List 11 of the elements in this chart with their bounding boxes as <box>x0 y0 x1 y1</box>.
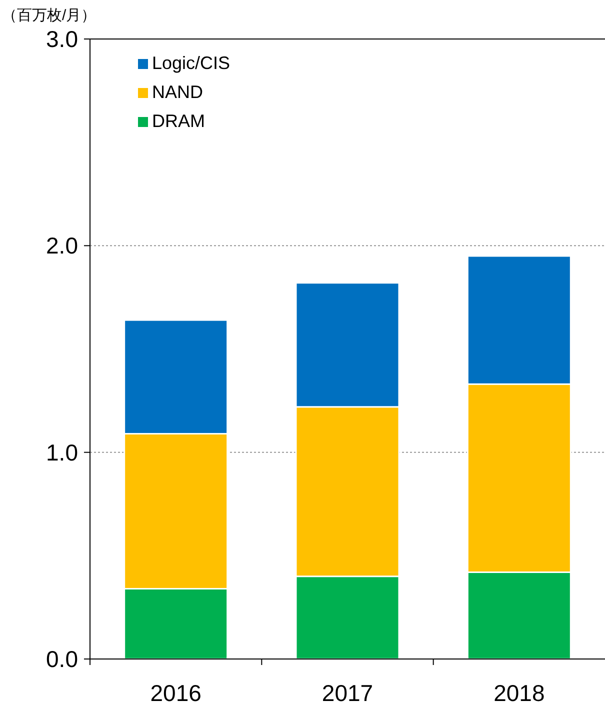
y-axis-title: （百万枚/月） <box>2 7 96 24</box>
x-tick-label: 2017 <box>322 680 374 706</box>
y-tick-label: 2.0 <box>46 232 78 259</box>
y-tick-label: 0.0 <box>46 646 78 672</box>
x-tick-label: 2016 <box>150 680 202 706</box>
y-tick-label: 3.0 <box>46 26 78 52</box>
legend-label: NAND <box>152 82 204 102</box>
legend-label: DRAM <box>152 111 205 131</box>
x-tick-label: 2018 <box>494 680 545 706</box>
legend-label: Logic/CIS <box>152 53 230 73</box>
y-tick-label: 1.0 <box>46 439 78 466</box>
